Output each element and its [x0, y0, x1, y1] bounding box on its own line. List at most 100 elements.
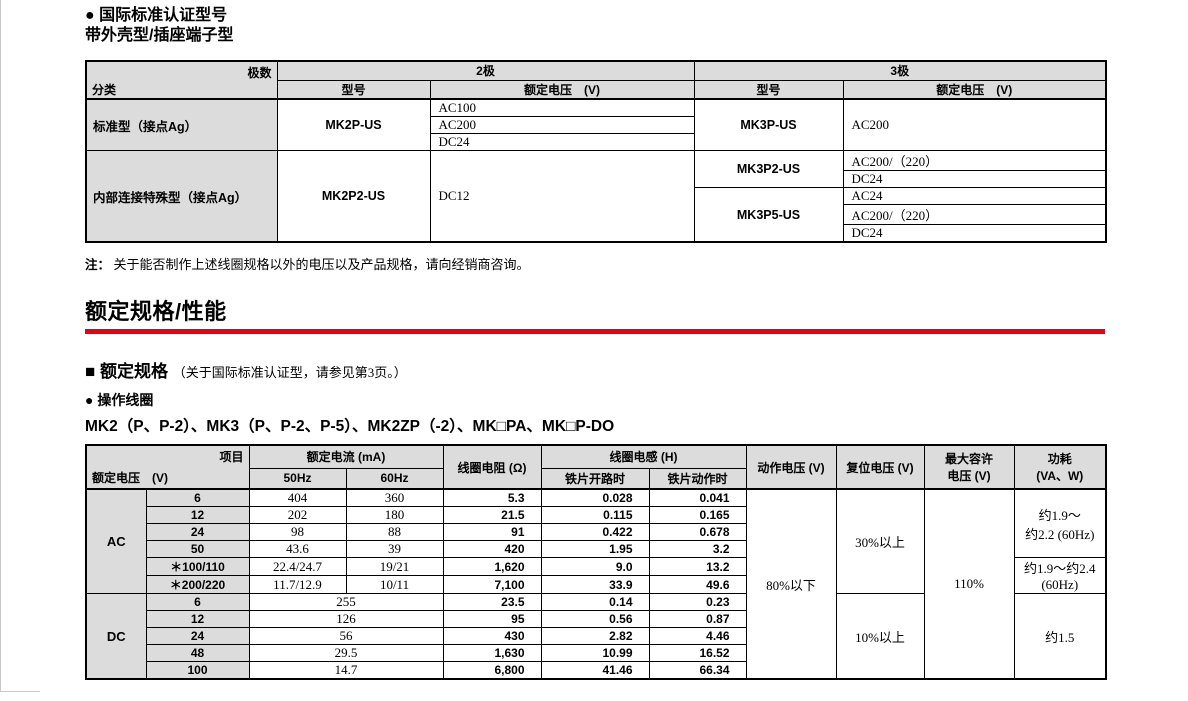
model-cell: MK3P-US: [693, 98, 844, 151]
resistance-cell: 7,100: [442, 575, 542, 594]
resistance-cell: 1,620: [442, 557, 542, 576]
coil-voltage-cell: 50: [145, 540, 250, 558]
voltage-cell: DC24: [842, 170, 1107, 188]
page-bottom-edge: [0, 691, 40, 692]
section-title: 额定规格/性能: [85, 299, 227, 324]
coil-voltage-cell: 12: [145, 506, 250, 524]
current-60hz-cell: 19/21: [345, 557, 444, 576]
inductance-open-cell: 41.46: [540, 661, 650, 680]
voltage-cell: DC24: [842, 224, 1107, 243]
inductance-open-cell: 0.028: [540, 488, 650, 507]
coil-corner-header-cell: 项目 额定电压 (V): [85, 444, 250, 490]
resistance-cell: 95: [442, 610, 542, 628]
inductance-open-cell: 1.95: [540, 540, 650, 558]
inductance-closed-cell: 3.2: [648, 540, 747, 558]
inductance-closed-cell: 13.2: [648, 557, 747, 576]
voltage-cell: AC100: [429, 98, 695, 117]
voltage-cell: AC200: [429, 116, 695, 134]
current-60hz-cell: 88: [345, 523, 444, 541]
release-voltage-dc-cell: 10%以上: [835, 593, 925, 680]
inductance-closed-cell: 0.678: [648, 523, 747, 541]
current-50hz-cell: 404: [248, 488, 347, 507]
inductance-open-cell: 33.9: [540, 575, 650, 594]
current-50hz-cell: 202: [248, 506, 347, 524]
resistance-cell: 1,630: [442, 644, 542, 662]
three-pole-header: 3极: [693, 60, 1107, 81]
current-dc-cell: 255: [248, 593, 444, 611]
inductance-closed-cell: 16.52: [648, 644, 747, 662]
power-dc-cell: 约1.5: [1013, 593, 1107, 680]
coil-voltage-cell: 6: [145, 488, 250, 507]
footnote-label: 注：: [85, 258, 111, 272]
resistance-cell: 91: [442, 523, 542, 541]
coil-inductance-header: 线圈电感 (H): [540, 444, 747, 469]
current-dc-cell: 56: [248, 627, 444, 645]
subsection-title-text: ■ 额定规格: [85, 362, 168, 381]
certified-models-table: 极数 分类 2极 3极 型号 额定电压 (V) 型号 额定电压 (V) 标准型（…: [85, 60, 1107, 243]
inductance-open-cell: 0.14: [540, 593, 650, 611]
voltage-cell: DC24: [429, 133, 695, 151]
inductance-closed-cell: 0.23: [648, 593, 747, 611]
category-cell: 标准型（接点Ag）: [85, 98, 278, 151]
ac-group-label: AC: [85, 488, 147, 594]
current-dc-cell: 29.5: [248, 644, 444, 662]
max-voltage-header: 最大容许 电压 (V): [923, 444, 1015, 490]
inductance-open-cell: 0.115: [540, 506, 650, 524]
item-corner-label: 项目: [219, 450, 244, 464]
voltage-cell: DC12: [429, 150, 695, 243]
model-cell: MK3P5-US: [693, 187, 844, 243]
armature-open-header: 铁片开路时: [540, 467, 650, 490]
current-60hz-cell: 10/11: [345, 575, 444, 594]
dc-group-label: DC: [85, 593, 147, 680]
max-voltage-cell: 110%: [923, 488, 1015, 680]
resistance-cell: 430: [442, 627, 542, 645]
power-ac1-cell: 约1.9～ 约2.2 (60Hz): [1013, 488, 1107, 558]
voltage-header-3p: 额定电压 (V): [842, 79, 1107, 100]
inductance-open-cell: 10.99: [540, 644, 650, 662]
resistance-cell: 23.5: [442, 593, 542, 611]
coil-voltage-cell: 6: [145, 593, 250, 611]
subsection-title: ■ 额定规格 （关于国际标准认证型，请参见第3页。）: [85, 357, 1105, 382]
model-header-3p: 型号: [693, 79, 844, 100]
current-50hz-cell: 11.7/12.9: [248, 575, 347, 594]
enclosure-type-subtitle: 带外壳型/插座端子型: [85, 27, 234, 44]
current-dc-cell: 126: [248, 610, 444, 628]
model-cell: MK2P2-US: [276, 150, 431, 243]
two-pole-header: 2极: [276, 60, 695, 81]
inductance-closed-cell: 66.34: [648, 661, 747, 680]
armature-closed-header: 铁片动作时: [648, 467, 747, 490]
current-50hz-cell: 43.6: [248, 540, 347, 558]
coil-voltage-cell: 12: [145, 610, 250, 628]
inductance-open-cell: 2.82: [540, 627, 650, 645]
footnote-text: 关于能否制作上述线圈规格以外的电压以及产品规格，请向经销商咨询。: [113, 257, 530, 272]
resistance-cell: 420: [442, 540, 542, 558]
corner-header-cell: 极数 分类: [85, 60, 278, 100]
operate-voltage-header: 动作电压 (V): [745, 444, 837, 490]
coil-voltage-cell: 100: [145, 661, 250, 680]
coil-ratings-table: 项目 额定电压 (V) 额定电流 (mA) 线圈电阻 (Ω) 线圈电感 (H) …: [85, 444, 1108, 680]
coil-heading: ● 操作线圈: [85, 392, 154, 408]
voltage-header-2p: 额定电压 (V): [429, 79, 695, 100]
rated-voltage-corner-label: 额定电压 (V): [92, 471, 168, 485]
footnote: 注： 关于能否制作上述线圈规格以外的电压以及产品规格，请向经销商咨询。: [85, 254, 1105, 273]
voltage-cell: AC24: [842, 187, 1107, 205]
rated-current-header: 额定电流 (mA): [248, 444, 444, 469]
certified-models-title: ● 国际标准认证型号: [85, 7, 228, 24]
coil-voltage-cell: ＊100/110: [145, 557, 250, 576]
current-50hz-cell: 22.4/24.7: [248, 557, 347, 576]
applicable-models-line: MK2（P、P-2）、MK3（P、P-2、P-5）、MK2ZP（-2）、MK□P…: [85, 418, 615, 435]
current-60hz-cell: 360: [345, 488, 444, 507]
section-accent-bar: [85, 329, 1105, 334]
model-cell: MK2P-US: [276, 98, 431, 151]
coil-voltage-cell: 24: [145, 627, 250, 645]
coil-voltage-cell: 48: [145, 644, 250, 662]
inductance-open-cell: 0.56: [540, 610, 650, 628]
current-dc-cell: 14.7: [248, 661, 444, 680]
inductance-open-cell: 0.422: [540, 523, 650, 541]
inductance-closed-cell: 0.165: [648, 506, 747, 524]
poles-corner-label: 极数: [247, 66, 272, 80]
inductance-open-cell: 9.0: [540, 557, 650, 576]
voltage-cell: AC200/（220）: [842, 150, 1107, 171]
current-60hz-cell: 39: [345, 540, 444, 558]
